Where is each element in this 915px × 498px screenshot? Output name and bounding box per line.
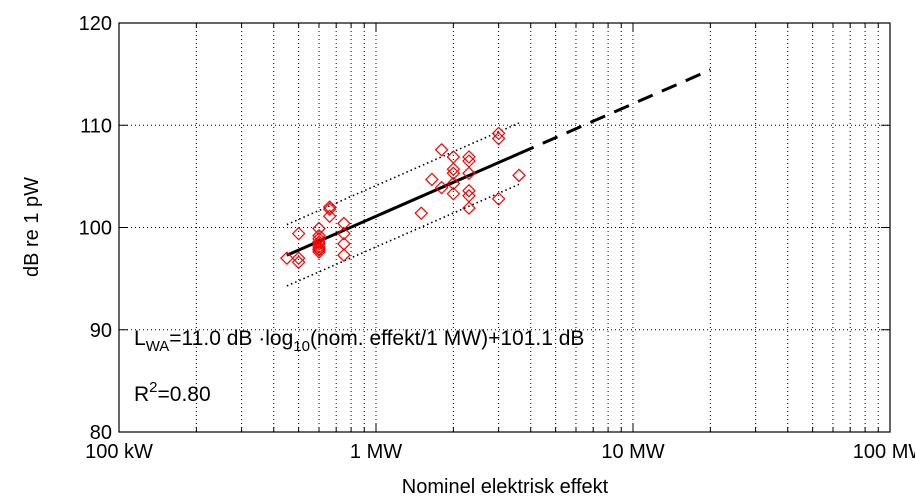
x-tick-labels: 100 kW 1 MW 10 MW 100 MW bbox=[85, 441, 915, 463]
data-point bbox=[462, 183, 476, 198]
y-tick-label: 110 bbox=[80, 115, 112, 137]
upper-confidence-band bbox=[286, 122, 520, 226]
data-point bbox=[322, 209, 337, 224]
y-tick-label: 120 bbox=[79, 13, 112, 35]
grid bbox=[119, 23, 890, 432]
data-point bbox=[425, 172, 439, 187]
data-point bbox=[291, 251, 306, 266]
data-point bbox=[312, 237, 326, 251]
data-point bbox=[312, 242, 326, 256]
data-point bbox=[462, 201, 476, 215]
y-tick-label: 90 bbox=[90, 320, 112, 342]
extrapolation-line bbox=[518, 68, 711, 156]
r-squared-value: =0.80 bbox=[158, 383, 211, 406]
data-points bbox=[280, 126, 526, 270]
data-point bbox=[491, 126, 506, 141]
data-point bbox=[337, 226, 351, 241]
equation-annotation: LWA=11.0 dB ·log10(nom. effekt/1 MW)+101… bbox=[134, 327, 584, 355]
equation-remainder: (nom. effekt/1 MW)+101.1 dB bbox=[310, 327, 585, 350]
data-point bbox=[491, 192, 506, 206]
r-squared-symbol: R bbox=[134, 383, 149, 406]
equation-coefficient: =11.0 dB ·log bbox=[169, 327, 293, 350]
data-point bbox=[462, 188, 476, 203]
data-point bbox=[312, 234, 326, 249]
data-point bbox=[312, 245, 326, 259]
r-squared-exponent: 2 bbox=[149, 379, 157, 396]
data-point bbox=[446, 162, 461, 177]
data-point bbox=[337, 216, 351, 231]
data-point bbox=[337, 248, 351, 262]
equation-symbol: L bbox=[134, 327, 146, 350]
data-point bbox=[446, 150, 461, 164]
data-point bbox=[312, 228, 326, 243]
x-tick-label: 1 MW bbox=[350, 441, 402, 463]
data-point bbox=[446, 186, 461, 201]
fit-lines bbox=[286, 68, 711, 257]
x-axis-label: Nominel elektrisk effekt bbox=[402, 476, 609, 498]
x-tick-label: 100 MW bbox=[853, 441, 915, 463]
equation-log-base: 10 bbox=[293, 338, 310, 355]
x-tick-label: 100 kW bbox=[85, 441, 153, 463]
data-point bbox=[414, 206, 429, 221]
lower-confidence-band bbox=[286, 183, 520, 287]
data-point bbox=[312, 243, 326, 257]
y-tick-label: 80 bbox=[90, 422, 112, 444]
data-point bbox=[312, 240, 326, 254]
equation-symbol-subscript: WA bbox=[146, 338, 170, 355]
y-tick-label: 100 bbox=[79, 218, 112, 240]
data-point bbox=[512, 168, 526, 183]
data-point bbox=[462, 166, 476, 181]
regression-line bbox=[286, 152, 520, 257]
y-tick-labels: 80 90 100 110 120 bbox=[79, 13, 112, 444]
r-squared-annotation: R2=0.80 bbox=[134, 379, 211, 406]
y-axis-label: dB re 1 pW bbox=[21, 177, 43, 277]
x-tick-label: 10 MW bbox=[601, 441, 664, 463]
data-point bbox=[446, 176, 461, 191]
data-point bbox=[434, 142, 449, 157]
data-point bbox=[291, 226, 306, 241]
data-point bbox=[434, 180, 449, 195]
data-point bbox=[280, 251, 294, 266]
data-point bbox=[462, 150, 476, 164]
confidence-bands bbox=[286, 122, 520, 287]
data-point bbox=[491, 131, 506, 146]
data-point bbox=[337, 237, 351, 251]
data-point bbox=[322, 200, 337, 214]
data-point bbox=[322, 202, 337, 216]
data-point bbox=[312, 221, 326, 236]
plot-frame bbox=[118, 22, 891, 433]
plot-background bbox=[119, 23, 890, 432]
